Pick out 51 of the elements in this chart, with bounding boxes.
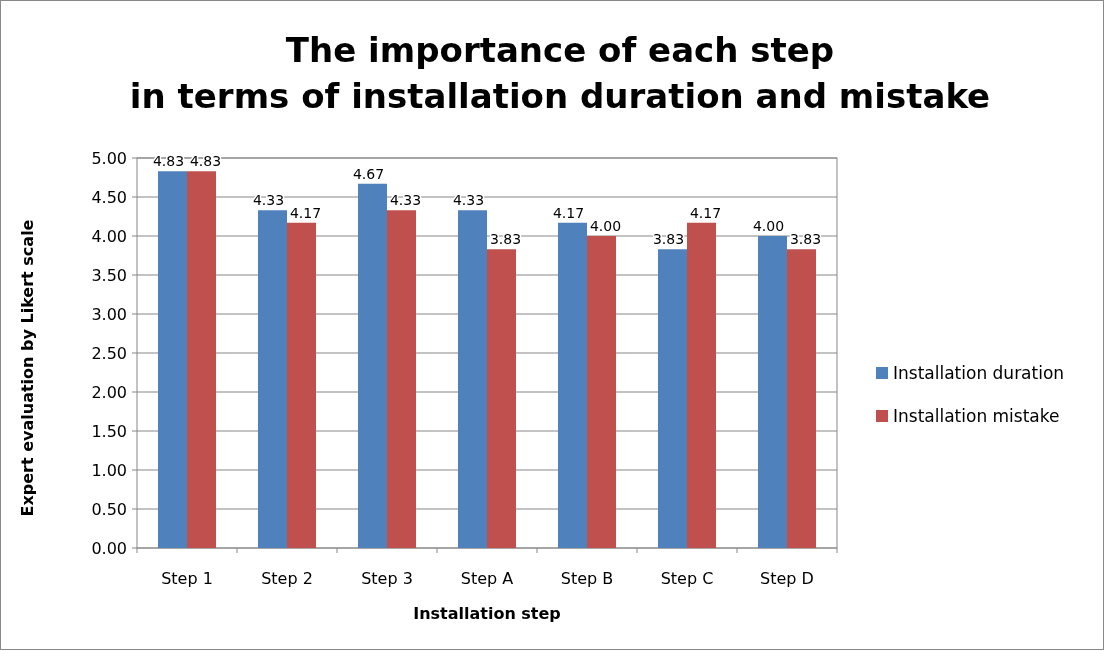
data-label: 4.67 bbox=[352, 165, 385, 182]
y-tick-label: 4.00 bbox=[91, 226, 127, 246]
bar bbox=[587, 236, 616, 548]
y-tick-label: 0.50 bbox=[91, 499, 127, 519]
data-label: 3.83 bbox=[789, 231, 822, 248]
x-tick-label: Step B bbox=[560, 569, 614, 588]
data-label: 4.17 bbox=[552, 204, 585, 221]
bar bbox=[687, 222, 716, 548]
data-label: 4.00 bbox=[752, 218, 785, 234]
x-tick-label: Step D bbox=[760, 569, 814, 588]
y-tick-label: 2.50 bbox=[91, 343, 127, 363]
data-label: 4.83 bbox=[152, 153, 185, 170]
bar bbox=[287, 222, 316, 548]
x-axis-title: Installation step bbox=[413, 604, 561, 623]
y-tick-label: 2.00 bbox=[91, 382, 127, 402]
bar bbox=[258, 210, 287, 548]
bar bbox=[487, 249, 516, 548]
y-tick-label: 4.50 bbox=[91, 187, 127, 207]
y-tick-label: 1.50 bbox=[91, 421, 127, 441]
data-label: 4.33 bbox=[389, 192, 422, 209]
data-label: 4.00 bbox=[589, 218, 622, 234]
data-label: 3.83 bbox=[652, 231, 685, 248]
x-tick-label: Step 2 bbox=[261, 569, 313, 588]
legend-label: Installation mistake bbox=[893, 405, 1060, 426]
data-label: 4.17 bbox=[289, 204, 322, 221]
bar bbox=[787, 249, 816, 548]
bar bbox=[458, 210, 487, 548]
legend-label: Installation duration bbox=[893, 362, 1065, 383]
bar bbox=[658, 249, 687, 548]
x-tick-label: Step C bbox=[660, 569, 714, 588]
y-tick-label: 3.00 bbox=[91, 304, 127, 324]
data-label: 4.33 bbox=[452, 192, 485, 209]
x-tick-label: Step 3 bbox=[361, 569, 413, 588]
y-tick-label: 0.00 bbox=[91, 538, 127, 558]
data-label: 3.83 bbox=[489, 231, 522, 248]
y-axis-title: Expert evaluation by Likert scale bbox=[18, 219, 37, 517]
y-tick-label: 3.50 bbox=[91, 265, 127, 285]
x-tick-label: Step 1 bbox=[161, 569, 213, 588]
bar bbox=[387, 210, 416, 548]
bar bbox=[158, 171, 187, 548]
bar bbox=[758, 236, 787, 548]
y-tick-label: 5.00 bbox=[91, 148, 127, 168]
bar bbox=[187, 171, 216, 548]
bar bbox=[358, 183, 387, 548]
x-tick-label: Step A bbox=[460, 569, 514, 588]
bar bbox=[558, 222, 587, 548]
chart-title: The importance of each step in terms of installation duration and mistake bbox=[129, 30, 991, 116]
data-label: 4.17 bbox=[689, 204, 722, 221]
y-tick-label: 1.00 bbox=[91, 460, 127, 480]
data-label: 4.83 bbox=[189, 153, 222, 170]
data-label: 4.33 bbox=[252, 192, 285, 209]
